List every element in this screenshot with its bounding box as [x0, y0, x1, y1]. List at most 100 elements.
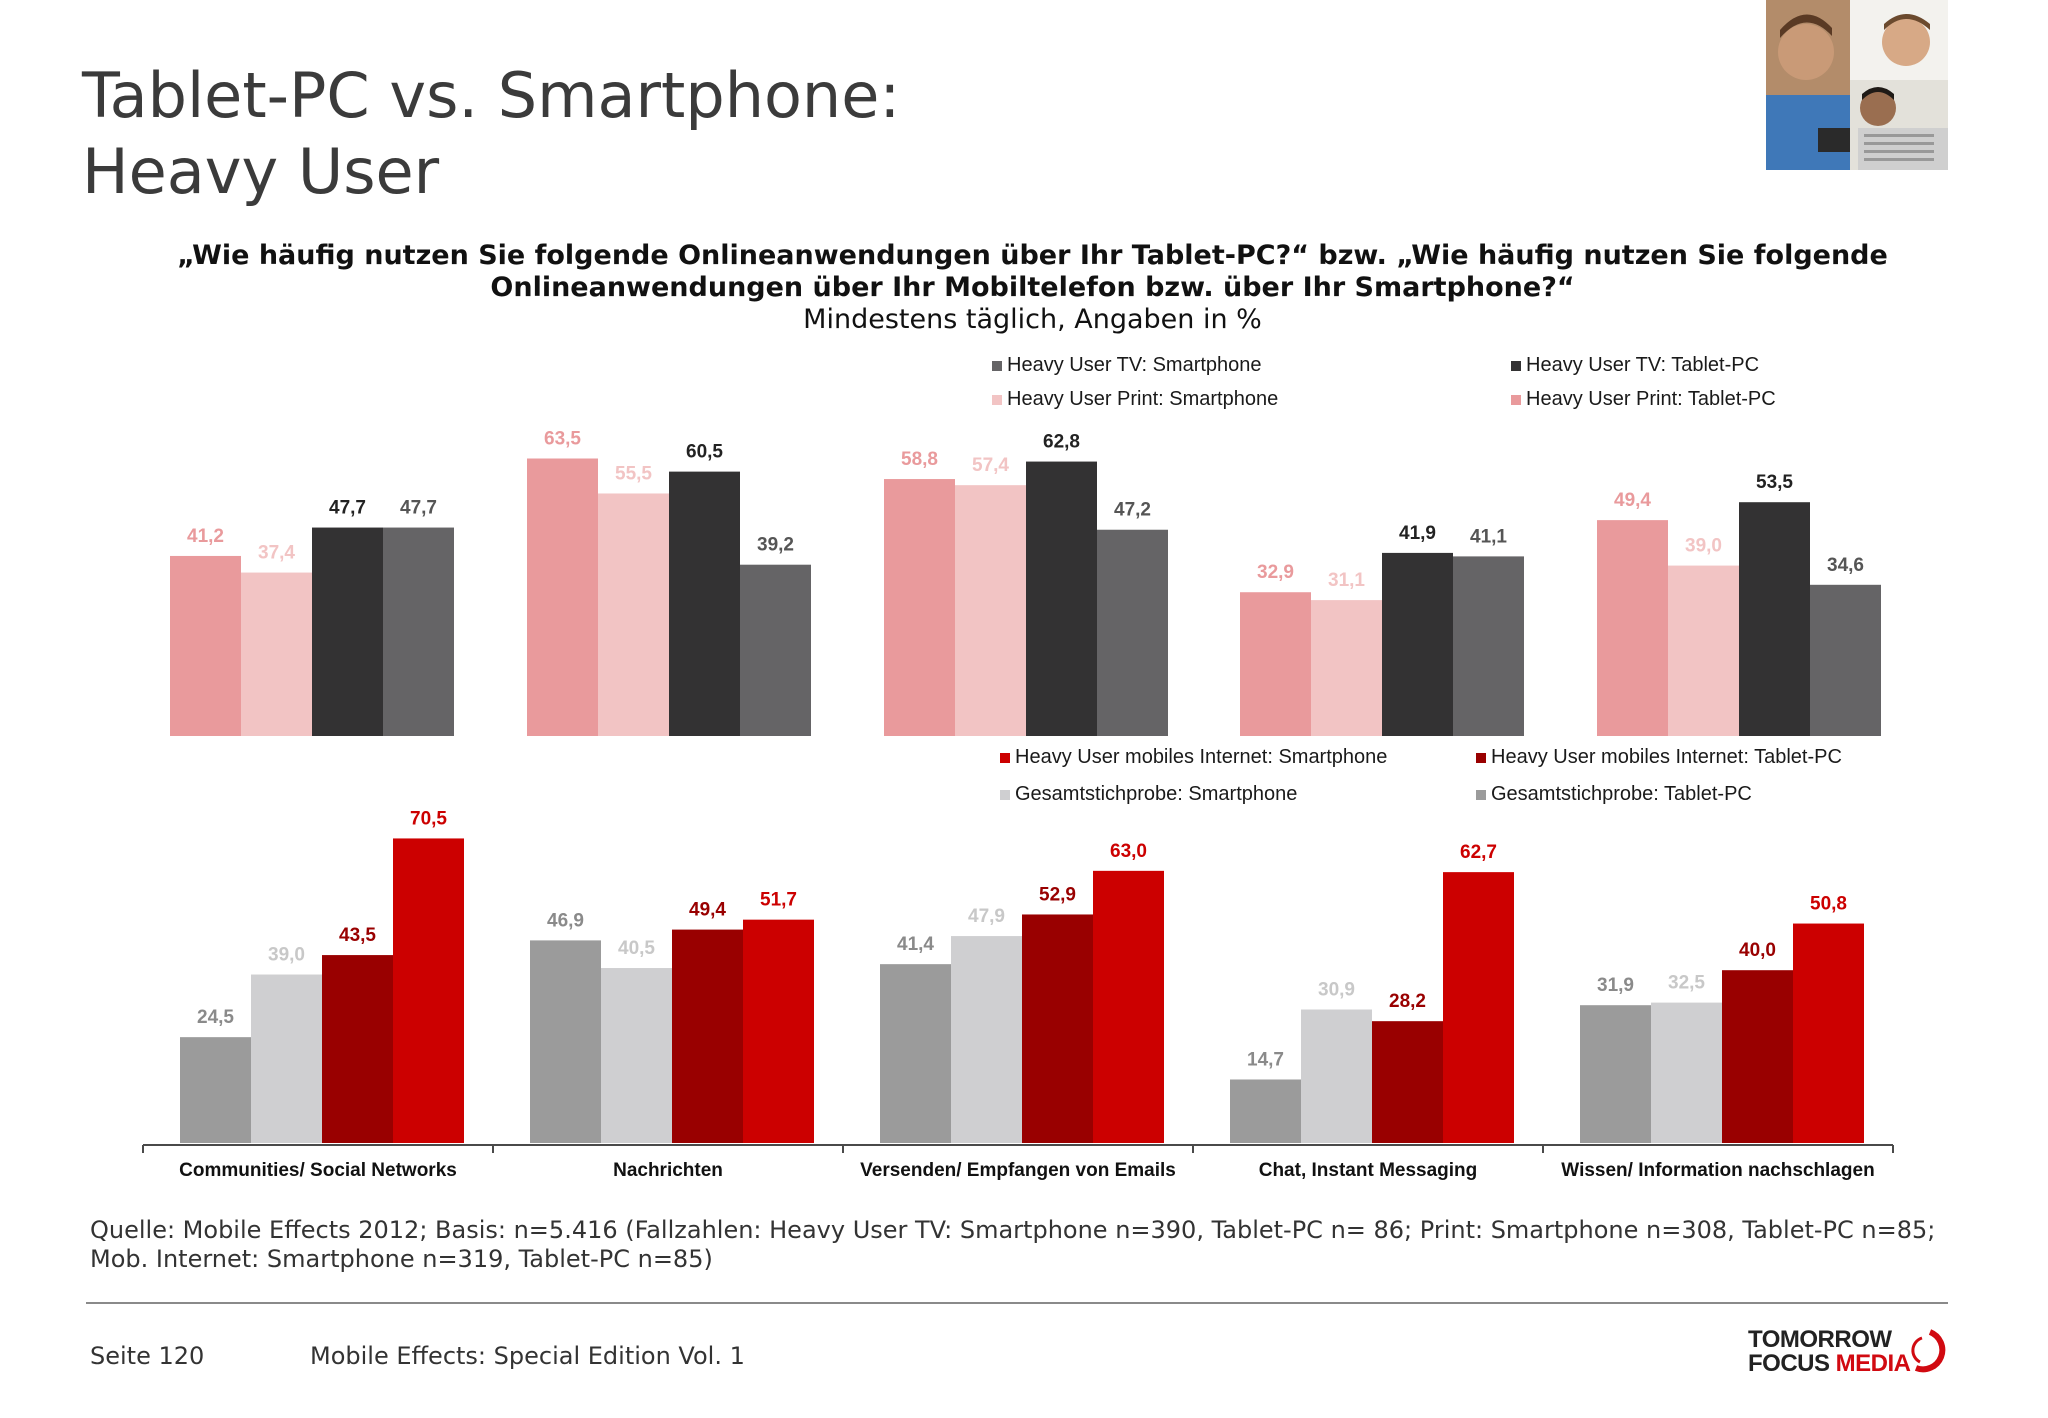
- bar-p2-s1-c4: [1230, 1079, 1301, 1143]
- legend-swatch-p2-1: [1000, 753, 1010, 763]
- bar-p1-s2-c5: [1668, 565, 1739, 736]
- bar-p2-s1-c2: [530, 940, 601, 1143]
- logo-swirl-icon: [1911, 1329, 1946, 1373]
- value-label-p1-s2-c2: 55,5: [615, 463, 652, 484]
- slide-title-line-1: Tablet-PC vs. Smartphone:: [82, 59, 901, 132]
- legend-swatch-p1-3: [992, 395, 1002, 405]
- category-label-5: Wissen/ Information nachschlagen: [1561, 1160, 1874, 1181]
- bar-p2-s2-c1: [251, 974, 322, 1143]
- value-label-p1-s2-c1: 37,4: [258, 543, 295, 564]
- bar-p1-s2-c3: [955, 485, 1026, 736]
- bar-p2-s4-c3: [1093, 870, 1164, 1143]
- value-label-p2-s3-c4: 28,2: [1389, 991, 1426, 1012]
- people-photo-collage: [1766, 0, 1948, 170]
- value-label-p2-s4-c3: 63,0: [1110, 841, 1147, 862]
- bar-p2-s3-c2: [672, 929, 743, 1143]
- value-label-p1-s1-c4: 32,9: [1257, 562, 1294, 583]
- bar-p1-s3-c5: [1739, 502, 1810, 736]
- bar-p2-s2-c3: [951, 936, 1022, 1143]
- value-label-p1-s3-c2: 60,5: [686, 442, 723, 463]
- bar-p2-s1-c5: [1580, 1005, 1651, 1143]
- bar-p1-s1-c2: [527, 458, 598, 736]
- value-label-p1-s3-c5: 53,5: [1756, 472, 1793, 493]
- slide-title: Tablet-PC vs. Smartphone: Heavy User: [82, 58, 900, 210]
- value-label-p2-s1-c2: 46,9: [547, 910, 584, 931]
- value-label-p1-s1-c2: 63,5: [544, 429, 581, 450]
- value-label-p1-s3-c1: 47,7: [329, 498, 366, 519]
- legend-swatch-p2-4: [1476, 790, 1486, 800]
- legend-label-p1-1: Heavy User TV: Smartphone: [1007, 354, 1262, 376]
- value-label-p1-s2-c5: 39,0: [1685, 536, 1722, 557]
- tomorrow-focus-media-logo: TOMORROW FOCUS MEDIA: [1748, 1326, 1948, 1376]
- legend-label-p1-4: Heavy User Print: Tablet-PC: [1526, 388, 1776, 410]
- bar-p1-s1-c4: [1240, 592, 1311, 736]
- value-label-p2-s1-c5: 31,9: [1597, 975, 1634, 996]
- legend-label-p2-3: Gesamtstichprobe: Smartphone: [1015, 783, 1297, 805]
- category-label-3: Versenden/ Empfangen von Emails: [860, 1160, 1176, 1181]
- category-label-2: Nachrichten: [613, 1160, 723, 1181]
- legend-swatch-p1-1: [992, 361, 1002, 371]
- bar-p1-s1-c3: [884, 479, 955, 736]
- page-number: Seite 120: [90, 1342, 205, 1370]
- value-label-p2-s3-c5: 40,0: [1739, 940, 1776, 961]
- bar-p1-s4-c2: [740, 564, 811, 736]
- question-subtitle: Mindestens täglich, Angaben in %: [803, 304, 1262, 335]
- footer-divider: [86, 1302, 1948, 1304]
- bar-p2-s3-c4: [1372, 1021, 1443, 1143]
- bar-p2-s4-c2: [743, 919, 814, 1143]
- bar-p2-s3-c5: [1722, 970, 1793, 1143]
- logo-focus: FOCUS: [1748, 1350, 1836, 1377]
- value-label-p2-s2-c3: 47,9: [968, 906, 1005, 927]
- bar-p1-s4-c5: [1810, 584, 1881, 736]
- value-label-p1-s4-c5: 34,6: [1827, 555, 1864, 576]
- bar-p1-s2-c1: [241, 572, 312, 736]
- value-label-p2-s2-c2: 40,5: [618, 938, 655, 959]
- category-label-4: Chat, Instant Messaging: [1259, 1160, 1478, 1181]
- logo-media: MEDIA: [1835, 1350, 1911, 1377]
- survey-question: „Wie häufig nutzen Sie folgende Onlinean…: [160, 240, 1905, 336]
- bar-p1-s3-c3: [1026, 461, 1097, 736]
- legend-label-p2-4: Gesamtstichprobe: Tablet-PC: [1491, 783, 1752, 805]
- value-label-p1-s2-c3: 57,4: [972, 455, 1009, 476]
- value-label-p1-s4-c3: 47,2: [1114, 500, 1151, 521]
- bar-p1-s3-c4: [1382, 552, 1453, 736]
- legend-swatch-p1-4: [1511, 395, 1521, 405]
- value-label-p2-s3-c2: 49,4: [689, 900, 726, 921]
- value-label-p2-s3-c3: 52,9: [1039, 884, 1076, 905]
- bar-p1-s4-c1: [383, 527, 454, 736]
- bar-p1-s1-c1: [170, 555, 241, 736]
- legend-label-p2-2: Heavy User mobiles Internet: Tablet-PC: [1491, 746, 1842, 768]
- legend-label-p2-1: Heavy User mobiles Internet: Smartphone: [1015, 746, 1387, 768]
- value-label-p2-s4-c5: 50,8: [1810, 894, 1847, 915]
- value-label-p2-s2-c1: 39,0: [268, 945, 305, 966]
- legend-label-p1-2: Heavy User TV: Tablet-PC: [1526, 354, 1759, 376]
- bar-p1-s1-c5: [1597, 520, 1668, 736]
- bar-p2-s4-c1: [393, 838, 464, 1143]
- value-label-p2-s2-c5: 32,5: [1668, 973, 1705, 994]
- bar-p1-s4-c4: [1453, 556, 1524, 736]
- value-label-p2-s4-c4: 62,7: [1460, 842, 1497, 863]
- bar-p2-s4-c4: [1443, 872, 1514, 1143]
- question-line-2: Onlineanwendungen über Ihr Mobiltelefon …: [490, 272, 1575, 303]
- bar-p1-s2-c2: [598, 493, 669, 736]
- value-label-p2-s3-c1: 43,5: [339, 925, 376, 946]
- legend-label-p1-3: Heavy User Print: Smartphone: [1007, 388, 1278, 410]
- value-label-p2-s1-c1: 24,5: [197, 1007, 234, 1028]
- bar-p2-s2-c5: [1651, 1002, 1722, 1143]
- value-label-p1-s1-c3: 58,8: [901, 449, 938, 470]
- value-label-p1-s1-c1: 41,2: [187, 526, 224, 547]
- value-label-p2-s4-c1: 70,5: [410, 808, 447, 829]
- bar-p2-s1-c1: [180, 1037, 251, 1143]
- legend-swatch-p2-3: [1000, 790, 1010, 800]
- bar-p1-s3-c1: [312, 527, 383, 736]
- value-label-p1-s2-c4: 31,1: [1328, 570, 1365, 591]
- value-label-p1-s4-c1: 47,7: [400, 498, 437, 519]
- question-line-1: „Wie häufig nutzen Sie folgende Onlinean…: [177, 240, 1888, 271]
- logo-line-1: TOMORROW: [1748, 1326, 1892, 1353]
- logo-line-2: FOCUS MEDIA: [1748, 1352, 1911, 1376]
- value-label-p1-s3-c4: 41,9: [1399, 523, 1436, 544]
- slide-title-line-2: Heavy User: [82, 135, 440, 208]
- value-label-p1-s4-c2: 39,2: [757, 535, 794, 556]
- bar-p2-s2-c2: [601, 968, 672, 1143]
